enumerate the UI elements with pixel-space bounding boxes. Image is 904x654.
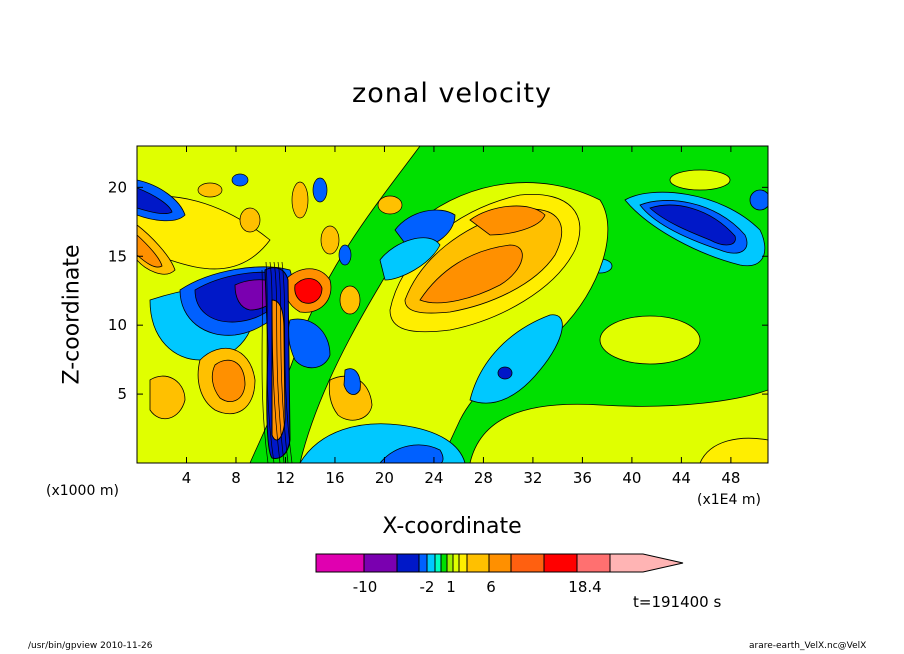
x-tick-label: 28 — [474, 469, 493, 487]
plot-frame — [136, 145, 769, 464]
y-ticks: 5 10 15 20 — [108, 178, 768, 403]
x-tick-label: 48 — [721, 469, 740, 487]
x-tick-label: 40 — [622, 469, 641, 487]
y-tick-label: 10 — [108, 316, 127, 334]
colorbar-segment — [446, 553, 454, 573]
colorbar-segment — [543, 553, 578, 573]
x-tick-label: 44 — [672, 469, 691, 487]
colorbar-segment — [434, 553, 442, 573]
x-ticks: 4 8 12 16 20 24 28 32 36 40 44 48 — [182, 146, 740, 487]
plot-area — [137, 146, 768, 463]
x-tick-label: 16 — [325, 469, 344, 487]
colorbar-segment — [396, 553, 420, 573]
y-tick-label: 20 — [108, 178, 127, 196]
x-tick-label: 32 — [523, 469, 542, 487]
x-tick-label: 12 — [276, 469, 295, 487]
colorbar-segment — [452, 553, 460, 573]
colorbar-segment — [466, 553, 490, 573]
colorbar-tick-label: 6 — [486, 578, 496, 596]
colorbar: -10 -2 1 6 18.4 — [315, 553, 684, 596]
colorbar-tick-label: 18.4 — [568, 578, 601, 596]
x-tick-label: 20 — [375, 469, 394, 487]
colorbar-segment — [426, 553, 436, 573]
colorbar-segment — [458, 553, 468, 573]
colorbar-segment — [510, 553, 545, 573]
colorbar-segment — [488, 553, 512, 573]
x-tick-label: 4 — [182, 469, 192, 487]
colorbar-segment — [440, 553, 448, 573]
chart-title: zonal velocity — [352, 78, 552, 109]
y-axis-unit: (x1000 m) — [46, 483, 119, 499]
colorbar-segment — [315, 553, 365, 573]
x-tick-label: 36 — [573, 469, 592, 487]
footer-right: arare-earth_VelX.nc@VelX — [749, 641, 867, 651]
footer-left: /usr/bin/gpview 2010-11-26 — [28, 641, 153, 651]
x-tick-label: 24 — [424, 469, 443, 487]
x-axis-unit: (x1E4 m) — [697, 492, 761, 508]
y-tick-label: 5 — [117, 385, 127, 403]
x-tick-label: 8 — [231, 469, 241, 487]
colorbar-segment — [418, 553, 428, 573]
colorbar-segment — [609, 553, 684, 573]
x-axis-label: X-coordinate — [382, 514, 522, 539]
time-label: t=191400 s — [633, 593, 722, 611]
colorbar-segment — [363, 553, 398, 573]
colorbar-tick-label: -10 — [353, 578, 378, 596]
colorbar-tick-label: 1 — [446, 578, 456, 596]
colorbar-segment — [576, 553, 611, 573]
colorbar-tick-label: -2 — [420, 578, 435, 596]
y-tick-label: 15 — [108, 247, 127, 265]
